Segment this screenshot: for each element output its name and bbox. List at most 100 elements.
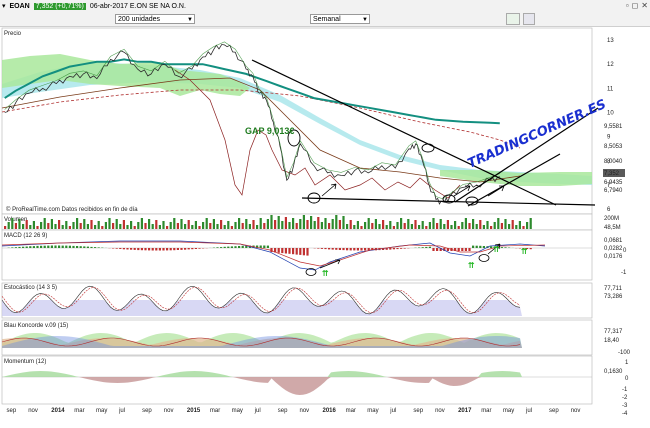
macd-bar	[191, 248, 194, 250]
volume-bar	[421, 221, 424, 229]
minimize-icon[interactable]: ▫	[625, 1, 629, 10]
period-select[interactable]: Semanal ▼	[310, 14, 370, 24]
volume-bar	[169, 222, 172, 229]
chevron-down-icon: ▼	[362, 17, 368, 23]
volume-bar	[374, 219, 377, 229]
x-tick-label: may	[232, 408, 243, 414]
volume-bar	[176, 223, 179, 229]
macd-bar	[18, 246, 21, 248]
chevron-down-icon[interactable]: ▾	[2, 3, 6, 10]
x-tick-label: sep	[142, 408, 152, 414]
volume-bar	[79, 223, 82, 229]
volume-bar	[202, 222, 205, 229]
volume-bar	[313, 221, 316, 229]
price-tick-label: 12	[607, 62, 614, 68]
volume-bar	[54, 224, 57, 229]
volume-bar	[259, 218, 262, 229]
x-tick-label: nov	[28, 408, 38, 414]
x-tick-label: 2014	[51, 408, 65, 414]
macd-bar	[443, 248, 446, 251]
volume-bar	[130, 221, 133, 229]
units-select-value: 200 unidades	[118, 16, 161, 23]
macd-bar	[432, 248, 435, 251]
macd-bar	[342, 248, 345, 251]
mom-tick-minus3: -3	[622, 403, 628, 409]
right-value-label: 0,0282	[604, 246, 623, 252]
volume-bar	[180, 219, 183, 229]
buy-signal-icon: ⇈	[521, 247, 528, 256]
volume-bar	[18, 219, 21, 229]
volume-bar	[270, 215, 273, 229]
close-icon[interactable]: ✕	[641, 1, 648, 10]
volume-bar	[144, 223, 147, 229]
x-tick-label: mar	[210, 408, 220, 414]
price-y-axis: 13 12 11 10 9 8 7 6	[607, 38, 614, 213]
volume-bar	[378, 224, 381, 229]
volume-bar	[335, 215, 338, 229]
macd-circle-1	[305, 268, 317, 276]
ticker-symbol[interactable]: EOAN	[9, 2, 30, 10]
macd-bar	[461, 248, 464, 251]
macd-bar	[371, 248, 374, 251]
macd-bar	[500, 247, 503, 248]
units-select[interactable]: 200 unidades ▼	[115, 14, 195, 24]
volume-bar	[90, 220, 93, 229]
volume-bar	[126, 225, 129, 229]
right-value-label: 200M	[604, 216, 619, 222]
volume-bar	[446, 220, 449, 229]
x-tick-label: sep	[549, 408, 559, 414]
ichimoku-cloud-green-late	[440, 170, 592, 186]
macd-signal-line	[1, 241, 546, 267]
ma-teal-line	[4, 58, 500, 125]
volume-bar	[400, 218, 403, 229]
arrow-up-1	[321, 183, 337, 197]
volume-bar	[14, 223, 17, 229]
downtrend-line	[251, 59, 557, 206]
volume-bar	[137, 222, 140, 229]
volume-bar	[490, 226, 493, 229]
macd-bar	[277, 248, 280, 253]
stochastic-d-line	[1, 286, 521, 314]
volume-bar	[360, 226, 363, 229]
macd-bar	[40, 245, 43, 248]
maximize-icon[interactable]: ◻	[631, 1, 639, 10]
macd-bar	[227, 246, 230, 248]
macd-bar	[281, 248, 284, 254]
volume-bar	[162, 221, 165, 229]
macd-bar	[169, 248, 172, 251]
x-tick-label: may	[367, 408, 378, 414]
volume-bar	[367, 218, 370, 229]
macd-bar	[137, 248, 140, 251]
indicators-icon[interactable]	[506, 13, 520, 25]
chart-type-icon[interactable]	[523, 13, 535, 25]
stochastic-k-line	[1, 285, 521, 315]
mom-tick-0: 0	[625, 376, 629, 382]
mom-tick-minus2: -2	[622, 395, 628, 401]
lagging-line	[174, 69, 461, 199]
right-value-label: 77,317	[604, 329, 623, 335]
volume-bar	[385, 225, 388, 229]
volume-bar	[119, 224, 122, 229]
volume-bar	[58, 220, 61, 229]
volume-bar	[472, 219, 475, 229]
macd-bar	[302, 248, 305, 256]
volume-bar	[248, 224, 251, 229]
volume-bar	[220, 220, 223, 229]
macd-bar	[50, 245, 53, 248]
volume-bar	[515, 225, 518, 229]
buy-signal-icon: ⇈	[493, 245, 500, 254]
right-value-label: 73,286	[604, 294, 623, 300]
macd-bar	[522, 248, 525, 249]
macd-bar	[425, 246, 428, 248]
macd-bar	[317, 248, 320, 249]
volume-bar	[133, 226, 136, 229]
koncorde-blue-area	[2, 336, 522, 348]
volume-bar	[216, 224, 219, 229]
volume-bar	[97, 221, 100, 229]
volume-bar	[407, 219, 410, 229]
volume-bar	[36, 226, 39, 229]
macd-bar	[61, 245, 64, 248]
last-price-box	[603, 169, 625, 177]
x-tick-label: 2017	[458, 408, 472, 414]
